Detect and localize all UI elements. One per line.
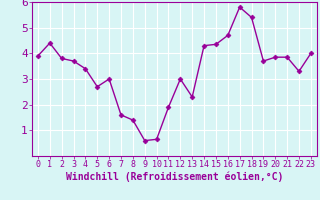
X-axis label: Windchill (Refroidissement éolien,°C): Windchill (Refroidissement éolien,°C) (66, 172, 283, 182)
